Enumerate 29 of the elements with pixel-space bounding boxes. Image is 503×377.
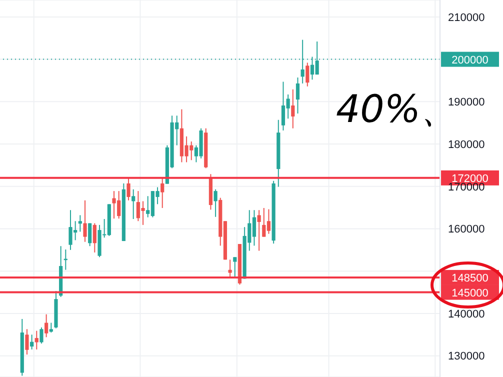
candlestick <box>44 314 48 338</box>
candlestick <box>78 214 82 232</box>
candlestick <box>83 200 87 242</box>
ref-line-label: 148500 <box>452 272 488 284</box>
ref-line-label: 200000 <box>452 54 488 66</box>
candlestick <box>306 62 310 87</box>
candlestick <box>233 256 237 278</box>
candlestick <box>228 259 232 278</box>
candlestick <box>88 222 92 247</box>
candlestick <box>126 176 130 201</box>
candlestick <box>160 178 164 208</box>
y-tick-label: 190000 <box>448 96 485 109</box>
candlestick <box>34 330 38 350</box>
candlestick <box>214 188 218 218</box>
y-tick-label: 160000 <box>448 224 485 236</box>
candlestick <box>257 210 261 252</box>
candlestick <box>40 326 44 344</box>
candlestick <box>291 88 295 129</box>
candlestick <box>25 328 29 356</box>
y-tick-label: 140000 <box>448 308 485 320</box>
candlestick <box>132 188 136 220</box>
candlestick <box>92 222 96 253</box>
y-tick-label: 180000 <box>448 138 485 151</box>
ref-line-label: 145000 <box>452 287 488 300</box>
y-tick-label: 210000 <box>448 12 485 24</box>
candlestick <box>49 322 53 334</box>
candlestick <box>296 77 300 114</box>
candlestick <box>30 334 34 350</box>
y-tick-label: 130000 <box>448 350 485 363</box>
